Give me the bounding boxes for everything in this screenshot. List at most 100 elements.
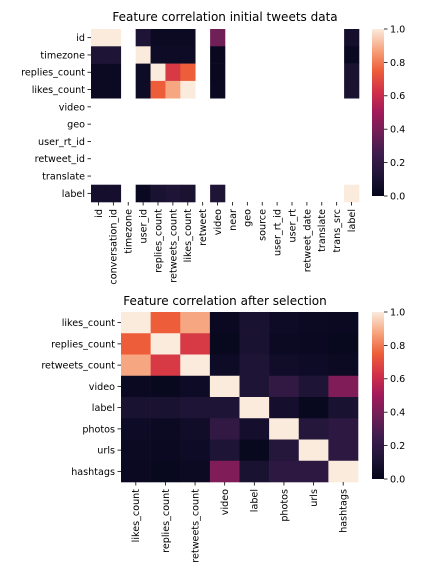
- cell-label-likes-count: [180, 184, 196, 203]
- cell-replies-count-likes-count: [180, 63, 196, 82]
- colorbar-tick-label-0.8: 0.8: [390, 58, 405, 69]
- cell-id-replies-count: [150, 29, 166, 47]
- cell-replies-count-user-id: [135, 63, 151, 82]
- cell-likes-count-label: [239, 312, 270, 334]
- y-tick-label-retweets-count: retweets_count: [41, 361, 115, 372]
- cell-replies-count-video: [210, 63, 226, 82]
- cell-video-hashtags: [328, 375, 359, 398]
- cell-id-conversation-id: [105, 29, 122, 47]
- heatmap-selection-y-labels: likes_count replies_count retweets_countvi…: [41, 318, 121, 478]
- cell-likes-count-urls: [298, 312, 329, 334]
- colorbar-tick-label-1.0: 1.0: [390, 24, 405, 35]
- y-tick-label-urls: urls: [97, 446, 115, 457]
- cell-photos-hashtags: [328, 418, 359, 440]
- cell-replies-count-urls: [298, 333, 329, 355]
- y-tick-label-translate: translate: [42, 171, 85, 182]
- cell-hashtags-video: [209, 460, 240, 483]
- cell-retweets-count-photos: [269, 354, 300, 377]
- x-tick-label-retweet-date: retweet_date: [302, 209, 313, 272]
- cell-urls-label: [239, 439, 270, 462]
- cell-likes-count-video: [209, 312, 240, 334]
- cell-label-id: [91, 184, 107, 203]
- cell-video-replies-count: [150, 375, 181, 398]
- cell-urls-photos: [269, 439, 300, 462]
- cell-hashtags-photos: [269, 460, 300, 483]
- y-tick-label-replies-count: replies_count: [21, 68, 85, 79]
- cell-urls-likes-count: [121, 439, 151, 462]
- cell-label-video: [210, 184, 226, 203]
- cell-replies-count-conversation-id: [105, 63, 122, 82]
- cell-timezone-conversation-id: [105, 46, 122, 64]
- colorbar-tick-label-0.6: 0.6: [390, 91, 405, 102]
- cell-retweets-count-label: [239, 354, 270, 377]
- cell-id-video: [210, 29, 226, 47]
- cell-replies-count-replies-count: [150, 63, 166, 82]
- colorbar-selection: 0.0 0.2 0.4 0.6 0.8 1.0: [372, 307, 405, 485]
- cell-likes-count-user-id: [135, 80, 151, 99]
- cell-timezone-id: [91, 46, 107, 64]
- cell-urls-replies-count: [150, 439, 181, 462]
- colorbar-initial: 0.0 0.2 0.4 0.6 0.8 1.0: [372, 24, 405, 202]
- cell-likes-count-id: [91, 80, 107, 99]
- x-tick-label-video: video: [213, 209, 224, 235]
- cell-urls-hashtags: [328, 439, 359, 462]
- cell-timezone-label: [344, 46, 360, 64]
- heatmap-initial-x-labels: id conversation_id timezone user_id replies_…: [94, 202, 358, 285]
- y-tick-label-hashtags: hashtags: [71, 467, 115, 478]
- cell-replies-count-retweets-count: [165, 63, 181, 82]
- cell-urls-urls: [298, 439, 329, 462]
- x-tick-label-replies-count: replies_count: [153, 209, 164, 273]
- cell-id-retweets-count: [165, 29, 181, 47]
- cell-label-label: [344, 184, 360, 203]
- cell-likes-count-photos: [269, 312, 300, 334]
- cell-retweets-count-likes-count: [121, 354, 151, 377]
- cell-hashtags-likes-count: [121, 460, 151, 483]
- cell-replies-count-label: [344, 63, 360, 82]
- heatmap-selection-x-labels: likes_count replies_count retweets_count vi…: [131, 482, 350, 563]
- cell-label-label: [239, 397, 270, 419]
- cell-likes-count-replies-count: [150, 312, 181, 334]
- y-tick-label-photos: photos: [82, 424, 115, 435]
- y-tick-label-retweet-id: retweet_id: [35, 154, 85, 165]
- x-tick-label-retweets-count: retweets_count: [190, 489, 201, 563]
- cell-replies-count-label: [239, 333, 270, 355]
- colorbar-selection-gradient: [372, 312, 384, 479]
- cell-likes-count-label: [344, 80, 360, 99]
- x-tick-label-video: video: [220, 489, 231, 515]
- x-tick-label-user-rt-id: user_rt_id: [273, 209, 284, 256]
- cell-label-photos: [269, 397, 300, 419]
- y-tick-label-geo: geo: [67, 120, 85, 131]
- x-tick-label-urls: urls: [309, 489, 320, 507]
- cell-likes-count-retweets-count: [165, 80, 181, 99]
- colorbar-tick-label-0.6: 0.6: [390, 374, 405, 385]
- y-tick-label-label: label: [92, 403, 115, 414]
- cell-likes-count-likes-count: [180, 80, 196, 99]
- cell-retweets-count-replies-count: [150, 354, 181, 377]
- cell-replies-count-hashtags: [328, 333, 359, 355]
- cell-id-likes-count: [180, 29, 196, 47]
- x-tick-label-conversation-id: conversation_id: [109, 209, 120, 285]
- x-tick-label-near: near: [228, 209, 239, 231]
- cell-photos-retweets-count: [180, 418, 211, 440]
- cell-timezone-replies-count: [150, 46, 166, 64]
- colorbar-tick-label-0.8: 0.8: [390, 341, 405, 352]
- cell-photos-urls: [298, 418, 329, 440]
- x-tick-label-replies-count: replies_count: [161, 489, 172, 553]
- heatmap-selection-cells: [121, 312, 359, 483]
- cell-timezone-likes-count: [180, 46, 196, 64]
- colorbar-tick-label-1.0: 1.0: [390, 307, 405, 318]
- heatmap-initial-title: Feature correlation initial tweets data: [112, 10, 337, 24]
- x-tick-label-source: source: [258, 209, 269, 241]
- cell-likes-count-likes-count: [121, 312, 151, 334]
- cell-hashtags-hashtags: [328, 460, 359, 483]
- cell-label-urls: [298, 397, 329, 419]
- cell-likes-count-hashtags: [328, 312, 359, 334]
- y-tick-label-replies-count: replies_count: [51, 339, 115, 350]
- cell-hashtags-retweets-count: [180, 460, 211, 483]
- colorbar-tick-label-0.2: 0.2: [390, 441, 405, 452]
- x-tick-label-label: label: [347, 209, 358, 232]
- y-tick-label-video: video: [89, 382, 115, 393]
- cell-photos-label: [239, 418, 270, 440]
- cell-label-hashtags: [328, 397, 359, 419]
- heatmap-initial: Feature correlation initial tweets data …: [21, 10, 405, 285]
